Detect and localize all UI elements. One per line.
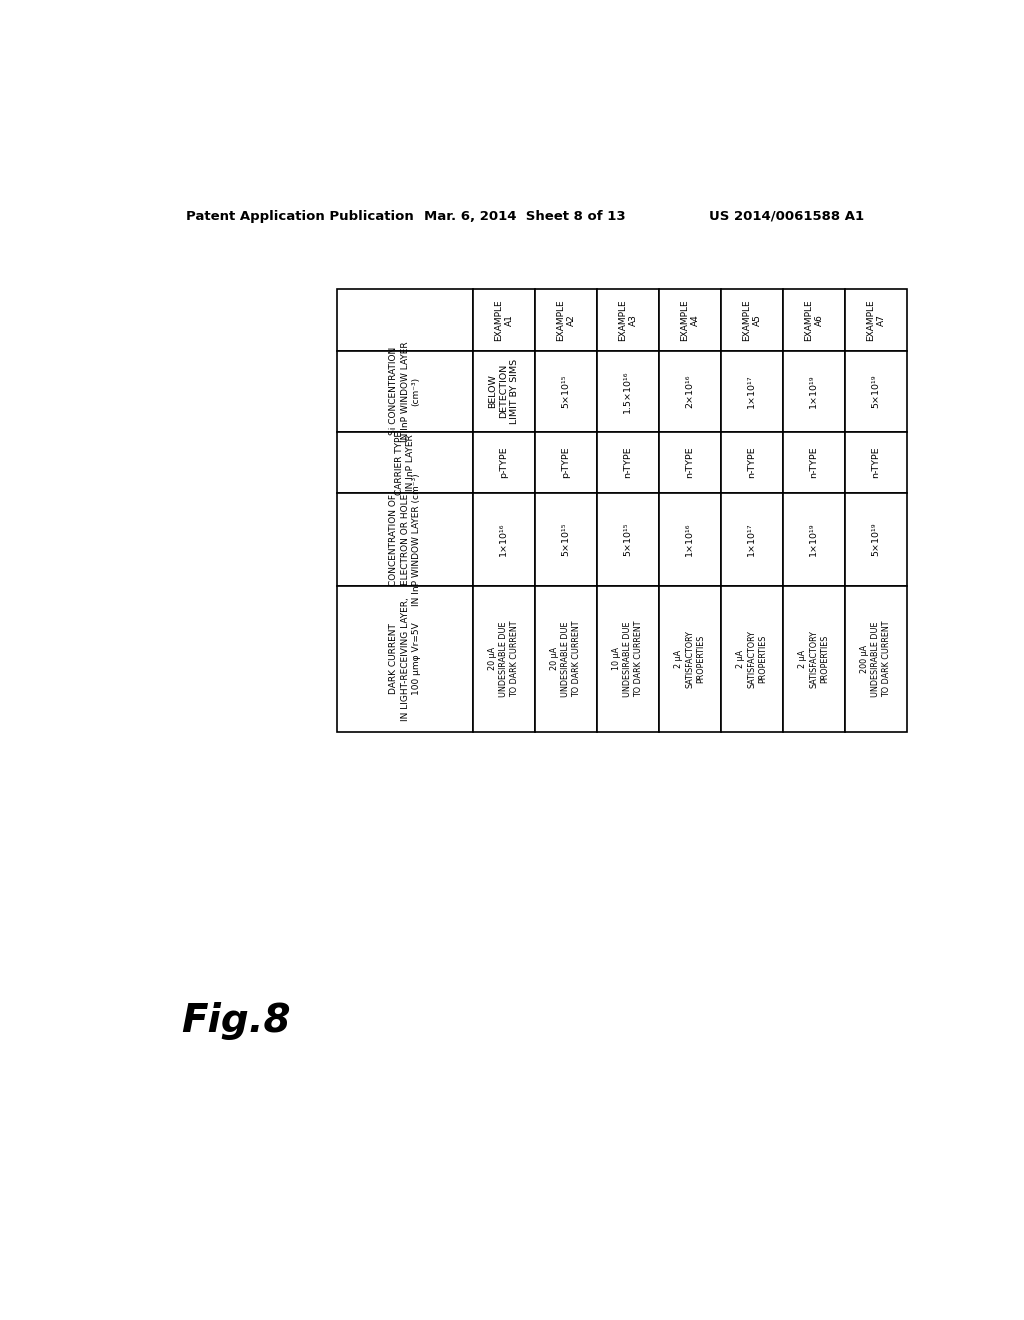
Text: 1.5×10¹⁶: 1.5×10¹⁶ bbox=[624, 370, 633, 413]
Text: US 2014/0061588 A1: US 2014/0061588 A1 bbox=[710, 210, 864, 223]
Bar bbox=[337, 586, 473, 733]
Bar bbox=[658, 351, 721, 432]
Text: p-TYPE: p-TYPE bbox=[561, 446, 570, 478]
Bar bbox=[845, 586, 907, 733]
Bar bbox=[337, 351, 473, 432]
Bar bbox=[473, 494, 535, 586]
Text: 20 μA
UNDESIRABLE DUE
TO DARK CURRENT: 20 μA UNDESIRABLE DUE TO DARK CURRENT bbox=[550, 620, 582, 697]
Text: 1×10¹⁶: 1×10¹⁶ bbox=[685, 523, 694, 556]
Text: Patent Application Publication: Patent Application Publication bbox=[186, 210, 414, 223]
Text: n-TYPE: n-TYPE bbox=[809, 446, 818, 478]
Bar bbox=[597, 432, 658, 494]
Text: n-TYPE: n-TYPE bbox=[748, 446, 757, 478]
Text: 2 μA
SATISFACTORY
PROPERTIES: 2 μA SATISFACTORY PROPERTIES bbox=[736, 630, 767, 688]
Bar bbox=[783, 494, 845, 586]
Bar bbox=[721, 351, 783, 432]
Text: 5×10¹⁹: 5×10¹⁹ bbox=[871, 375, 881, 408]
Text: Si CONCENTRATION
IN InP WINDOW LAYER
(cm⁻³): Si CONCENTRATION IN InP WINDOW LAYER (cm… bbox=[389, 341, 421, 442]
Bar bbox=[658, 432, 721, 494]
Text: n-TYPE: n-TYPE bbox=[871, 446, 881, 478]
Bar bbox=[473, 351, 535, 432]
Text: EXAMPLE
A6: EXAMPLE A6 bbox=[804, 300, 824, 341]
Bar bbox=[721, 586, 783, 733]
Bar bbox=[845, 289, 907, 351]
Bar bbox=[473, 586, 535, 733]
Text: 5×10¹⁵: 5×10¹⁵ bbox=[561, 523, 570, 556]
Text: n-TYPE: n-TYPE bbox=[685, 446, 694, 478]
Text: 2 μA
SATISFACTORY
PROPERTIES: 2 μA SATISFACTORY PROPERTIES bbox=[674, 630, 706, 688]
Bar bbox=[535, 586, 597, 733]
Text: 1×10¹⁹: 1×10¹⁹ bbox=[809, 375, 818, 408]
Bar bbox=[783, 432, 845, 494]
Text: 200 μA
UNDESIRABLE DUE
TO DARK CURRENT: 200 μA UNDESIRABLE DUE TO DARK CURRENT bbox=[860, 620, 892, 697]
Bar bbox=[783, 351, 845, 432]
Bar bbox=[783, 586, 845, 733]
Bar bbox=[845, 432, 907, 494]
Text: 5×10¹⁹: 5×10¹⁹ bbox=[871, 523, 881, 556]
Bar bbox=[597, 586, 658, 733]
Text: EXAMPLE
A7: EXAMPLE A7 bbox=[866, 300, 886, 341]
Text: 20 μA
UNDESIRABLE DUE
TO DARK CURRENT: 20 μA UNDESIRABLE DUE TO DARK CURRENT bbox=[488, 620, 519, 697]
Text: EXAMPLE
A1: EXAMPLE A1 bbox=[494, 300, 514, 341]
Text: 1×10¹⁹: 1×10¹⁹ bbox=[809, 523, 818, 556]
Text: p-TYPE: p-TYPE bbox=[500, 446, 508, 478]
Bar bbox=[658, 289, 721, 351]
Text: EXAMPLE
A5: EXAMPLE A5 bbox=[741, 300, 762, 341]
Bar bbox=[535, 289, 597, 351]
Text: EXAMPLE
A4: EXAMPLE A4 bbox=[680, 300, 700, 341]
Text: Fig.8: Fig.8 bbox=[180, 1002, 290, 1040]
Bar bbox=[597, 289, 658, 351]
Text: 2×10¹⁶: 2×10¹⁶ bbox=[685, 375, 694, 408]
Text: DARK CURRENT
IN LIGHT-RECEIVING LAYER,
100 μmφ Vr=5V: DARK CURRENT IN LIGHT-RECEIVING LAYER, 1… bbox=[389, 597, 421, 721]
Text: n-TYPE: n-TYPE bbox=[624, 446, 633, 478]
Bar bbox=[535, 494, 597, 586]
Text: 1×10¹⁷: 1×10¹⁷ bbox=[748, 375, 757, 408]
Text: CONCENTRATION OF
ELECTRON OR HOLE
IN InP WINDOW LAYER (cm⁻³): CONCENTRATION OF ELECTRON OR HOLE IN InP… bbox=[389, 474, 421, 606]
Bar bbox=[535, 351, 597, 432]
Bar bbox=[783, 289, 845, 351]
Bar bbox=[597, 351, 658, 432]
Text: 5×10¹⁵: 5×10¹⁵ bbox=[561, 375, 570, 408]
Bar bbox=[337, 289, 473, 351]
Bar bbox=[337, 432, 473, 494]
Text: EXAMPLE
A2: EXAMPLE A2 bbox=[556, 300, 575, 341]
Text: 1×10¹⁷: 1×10¹⁷ bbox=[748, 523, 757, 556]
Text: 10 μA
UNDESIRABLE DUE
TO DARK CURRENT: 10 μA UNDESIRABLE DUE TO DARK CURRENT bbox=[612, 620, 643, 697]
Bar bbox=[721, 289, 783, 351]
Bar bbox=[845, 494, 907, 586]
Bar bbox=[535, 432, 597, 494]
Bar bbox=[721, 494, 783, 586]
Text: EXAMPLE
A3: EXAMPLE A3 bbox=[617, 300, 638, 341]
Bar bbox=[845, 351, 907, 432]
Bar bbox=[721, 432, 783, 494]
Bar bbox=[658, 586, 721, 733]
Text: 1×10¹⁶: 1×10¹⁶ bbox=[500, 523, 508, 556]
Bar bbox=[473, 432, 535, 494]
Text: 5×10¹⁵: 5×10¹⁵ bbox=[624, 523, 633, 556]
Text: Mar. 6, 2014  Sheet 8 of 13: Mar. 6, 2014 Sheet 8 of 13 bbox=[424, 210, 626, 223]
Bar bbox=[473, 289, 535, 351]
Bar bbox=[597, 494, 658, 586]
Text: CARRIER TYPE
IN InP LAYER: CARRIER TYPE IN InP LAYER bbox=[395, 430, 415, 495]
Bar bbox=[337, 494, 473, 586]
Bar bbox=[658, 494, 721, 586]
Text: 2 μA
SATISFACTORY
PROPERTIES: 2 μA SATISFACTORY PROPERTIES bbox=[799, 630, 829, 688]
Text: BELOW
DETECTION
LIMIT BY SIMS: BELOW DETECTION LIMIT BY SIMS bbox=[488, 359, 519, 424]
